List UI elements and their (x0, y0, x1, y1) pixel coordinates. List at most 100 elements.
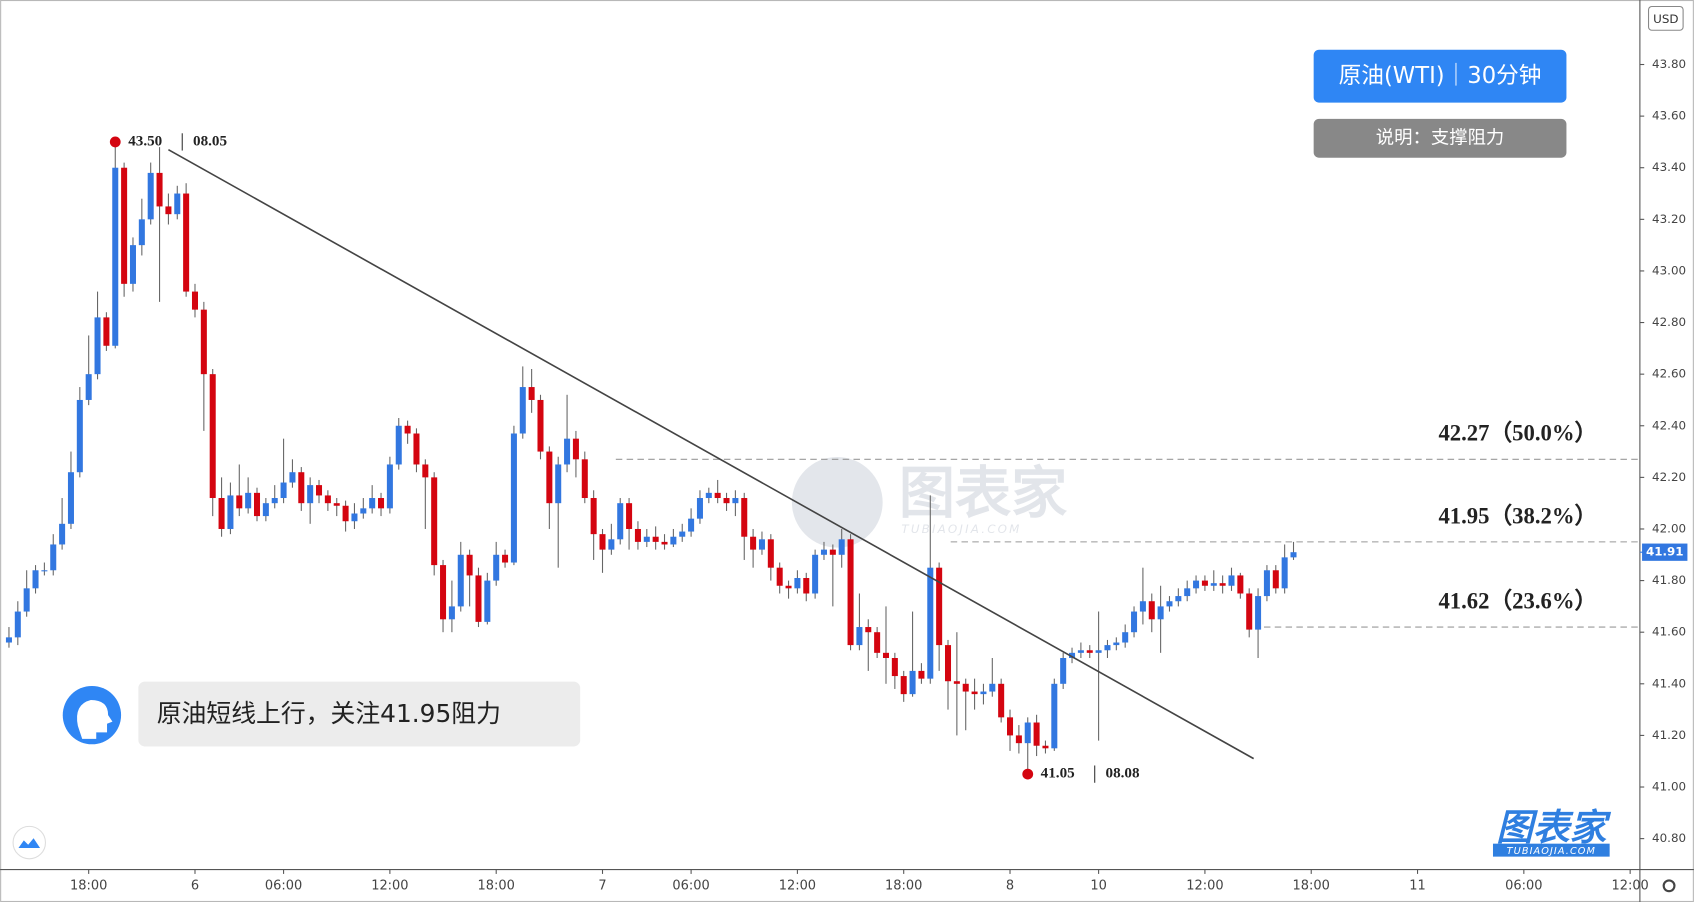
candle-body (723, 498, 730, 504)
candle-body (333, 503, 340, 506)
level-label: 41.95（38.2%） (1438, 502, 1597, 528)
x-tick-label: 12:00 (1186, 878, 1223, 893)
candle-body (493, 554, 500, 581)
candle-body (1157, 606, 1164, 620)
settings-icon[interactable] (1662, 879, 1676, 893)
candle-body (590, 498, 597, 535)
candle-body (351, 513, 358, 522)
x-tick-label: 12:00 (1611, 878, 1648, 893)
currency-box (1647, 5, 1684, 31)
candle-body (1290, 552, 1297, 558)
candle-body (1263, 570, 1270, 597)
candle-body (732, 498, 739, 504)
candle-body (882, 652, 890, 659)
y-tick-label: 42.40 (1652, 418, 1686, 432)
candle-body (794, 578, 801, 589)
candle-body (50, 544, 57, 571)
comment-icon-head (77, 699, 113, 739)
candle-body (634, 528, 641, 542)
extreme-date: 08.05 (193, 133, 227, 149)
candle-body (475, 575, 482, 622)
x-tick-label: 18:00 (70, 878, 107, 893)
candle-body (1113, 642, 1120, 646)
candle-body (643, 536, 650, 542)
x-tick-label: 12:00 (371, 878, 408, 893)
x-tick-label: 18:00 (1293, 878, 1330, 893)
candle-body (936, 567, 943, 646)
candle-body (820, 549, 827, 555)
watermark-site: TUBIAOJIA.COM (901, 522, 1021, 536)
candle-body (457, 554, 464, 607)
x-tick-label: 6 (191, 878, 199, 893)
candle-body (262, 503, 269, 517)
candle-body (5, 637, 12, 643)
title-box (1313, 49, 1567, 103)
y-tick-label: 42.00 (1652, 521, 1686, 535)
candle-body (156, 172, 163, 207)
candle-body (776, 567, 783, 586)
logo-site: TUBIAOJIA.COM (1507, 846, 1596, 857)
candle-body (1086, 650, 1093, 653)
candle-body (688, 518, 695, 532)
watermark-name: 图表家 (899, 462, 1067, 527)
candle-body (1024, 722, 1031, 744)
candle-body (856, 627, 863, 646)
candle-body (1184, 588, 1191, 597)
candle-body (23, 588, 30, 612)
candle-body (953, 681, 960, 684)
candle-body (581, 459, 588, 499)
candle-body (1246, 593, 1253, 630)
chart-title: 原油(WTI)｜30分钟 (1339, 63, 1542, 89)
level-label: 41.62（23.6%） (1438, 587, 1597, 613)
candle-body (1166, 601, 1173, 607)
candle-body (714, 492, 721, 499)
candle-body (1201, 580, 1208, 586)
y-tick-label: 43.60 (1652, 109, 1686, 123)
candle-body (1255, 596, 1262, 630)
x-tick-label: 8 (1006, 878, 1014, 893)
x-tick-label: 18:00 (478, 878, 515, 893)
app-icon[interactable] (12, 825, 47, 860)
candle-body (900, 676, 907, 695)
candle-body (253, 492, 261, 517)
candle-body (298, 472, 305, 504)
candle-body (918, 670, 925, 679)
candle-body (1069, 652, 1076, 659)
x-tick-label: 06:00 (265, 878, 302, 893)
extreme-marker (1022, 768, 1034, 780)
candle-body (998, 683, 1005, 718)
candle-body (1051, 683, 1058, 749)
candle-body (865, 627, 872, 633)
x-tick-label: 11 (1409, 878, 1425, 893)
extreme-price: 41.05 (1041, 766, 1075, 782)
candle-body (76, 399, 83, 473)
y-tick-label: 43.80 (1652, 57, 1686, 71)
candle-body (1104, 645, 1111, 651)
candle-body (661, 541, 668, 545)
candle-body (909, 670, 916, 695)
candle-body (395, 425, 402, 465)
y-tick-label: 43.00 (1652, 263, 1686, 277)
candle-body (1219, 583, 1226, 586)
candle-body (564, 438, 571, 465)
extreme-date: 08.08 (1106, 766, 1140, 782)
trend-line (168, 148, 1255, 760)
candle-body (209, 374, 216, 499)
candle-body (679, 531, 686, 537)
y-tick-label: 42.20 (1652, 470, 1686, 484)
candle-body (440, 565, 447, 620)
candle-body (1060, 658, 1067, 684)
candle-body (1228, 575, 1235, 586)
candle-body (626, 503, 633, 529)
y-tick-label: 41.20 (1652, 728, 1686, 742)
x-tick-label: 12:00 (779, 878, 816, 893)
candle-body (147, 172, 154, 220)
candle-body (758, 539, 765, 550)
candle-body (448, 606, 455, 620)
y-tick-label: 42.80 (1652, 315, 1686, 329)
candle-body (1139, 601, 1146, 612)
candle-body (200, 309, 207, 375)
candle-body (1272, 570, 1279, 589)
candle-body (121, 167, 128, 284)
